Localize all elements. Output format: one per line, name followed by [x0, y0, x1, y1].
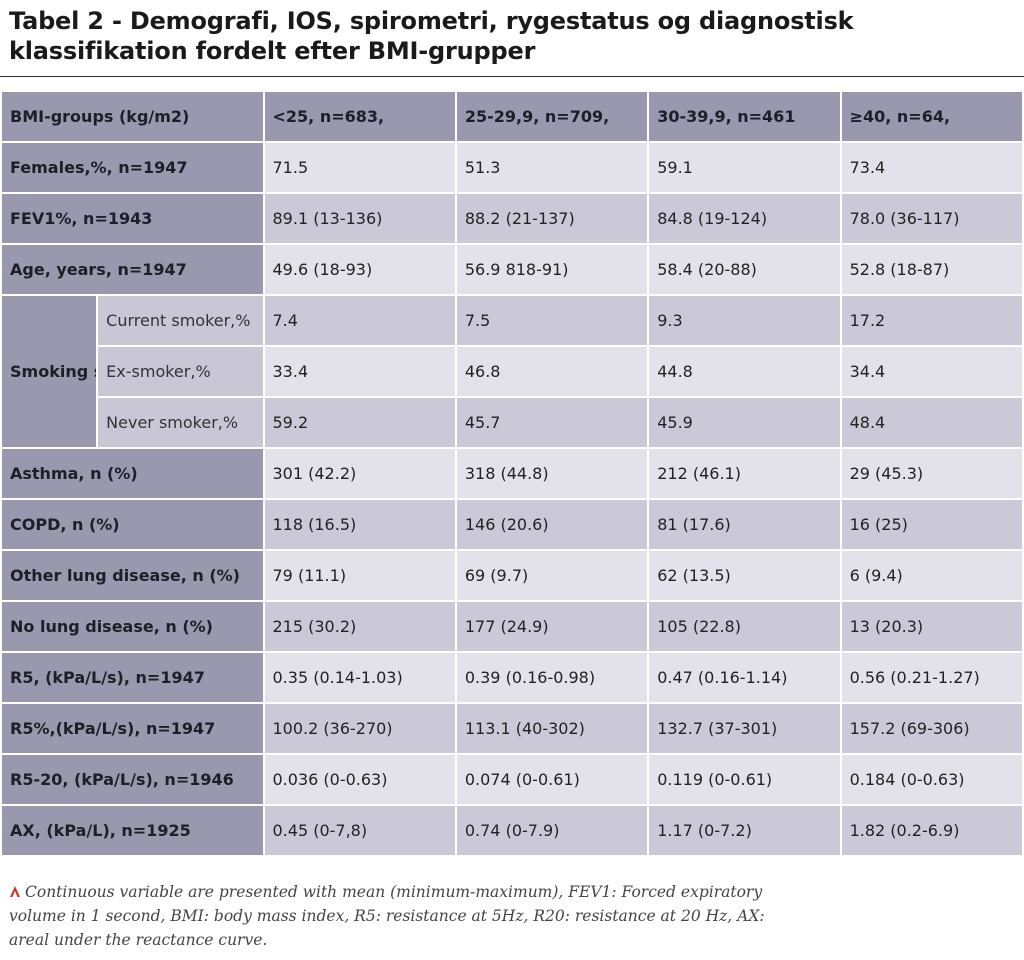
- value-cell: 52.8 (18-87): [841, 245, 1022, 294]
- value-cell: 0.35 (0.14-1.03): [264, 653, 455, 702]
- value-cell: 118 (16.5): [264, 500, 455, 549]
- table-row: Age, years, n=1947 49.6 (18-93) 56.9 818-9…: [2, 245, 1022, 294]
- value-cell: 301 (42.2): [264, 449, 455, 498]
- value-cell: 0.119 (0-0.61): [649, 755, 840, 804]
- value-cell: 16 (25): [841, 500, 1022, 549]
- title-divider: [0, 76, 1024, 77]
- value-cell: 17.2: [841, 296, 1022, 345]
- value-cell: 0.074 (0-0.61): [456, 755, 648, 804]
- value-cell: 318 (44.8): [456, 449, 648, 498]
- table-row: No lung disease, n (%) 215 (30.2) 177 (24.…: [2, 602, 1022, 651]
- footnote-text: Continuous variable are presented with m…: [9, 883, 765, 949]
- table-row: AX, (kPa/L), n=1925 0.45 (0-7,8) 0.74 (0-7…: [2, 806, 1022, 855]
- value-cell: 59.1: [649, 143, 840, 192]
- header-cell: 30-39,9, n=461: [649, 92, 840, 141]
- row-label: AX, (kPa/L), n=1925: [2, 806, 263, 855]
- header-cell: 25-29,9, n=709,: [456, 92, 648, 141]
- value-cell: 73.4: [841, 143, 1022, 192]
- table-row: COPD, n (%) 118 (16.5) 146 (20.6) 81 (17.6)…: [2, 500, 1022, 549]
- value-cell: 71.5: [264, 143, 455, 192]
- value-cell: 45.9: [649, 398, 840, 447]
- value-cell: 62 (13.5): [649, 551, 840, 600]
- value-cell: 6 (9.4): [841, 551, 1022, 600]
- value-cell: 88.2 (21-137): [456, 194, 648, 243]
- caret-up-icon: [10, 886, 20, 897]
- value-cell: 0.036 (0-0.63): [264, 755, 455, 804]
- value-cell: 0.47 (0.16-1.14): [649, 653, 840, 702]
- table-row: Asthma, n (%) 301 (42.2) 318 (44.8) 212 (46…: [2, 449, 1022, 498]
- table-row: R5-20, (kPa/L/s), n=1946 0.036 (0-0.63) 0.…: [2, 755, 1022, 804]
- row-label: R5%,(kPa/L/s), n=1947: [2, 704, 263, 753]
- bmi-table: BMI-groups (kg/m2) <25, n=683, 25-29,9, n=…: [0, 90, 1024, 857]
- row-label: Other lung disease, n (%): [2, 551, 263, 600]
- value-cell: 0.56 (0.21-1.27): [841, 653, 1022, 702]
- sub-row-label: Ex-smoker,%: [98, 347, 263, 396]
- value-cell: 0.74 (0-7.9): [456, 806, 648, 855]
- row-label: R5-20, (kPa/L/s), n=1946: [2, 755, 263, 804]
- value-cell: 177 (24.9): [456, 602, 648, 651]
- row-label: R5, (kPa/L/s), n=1947: [2, 653, 263, 702]
- row-label: FEV1%, n=1943: [2, 194, 263, 243]
- table-row: Females,%, n=1947 71.5 51.3 59.1 73.4: [2, 143, 1022, 192]
- value-cell: 81 (17.6): [649, 500, 840, 549]
- value-cell: 146 (20.6): [456, 500, 648, 549]
- value-cell: 69 (9.7): [456, 551, 648, 600]
- table-row: Ex-smoker,% 33.4 46.8 44.8 34.4: [2, 347, 1022, 396]
- value-cell: 58.4 (20-88): [649, 245, 840, 294]
- value-cell: 59.2: [264, 398, 455, 447]
- value-cell: 49.6 (18-93): [264, 245, 455, 294]
- value-cell: 34.4: [841, 347, 1022, 396]
- value-cell: 29 (45.3): [841, 449, 1022, 498]
- value-cell: 0.184 (0-0.63): [841, 755, 1022, 804]
- value-cell: 113.1 (40-302): [456, 704, 648, 753]
- value-cell: 48.4: [841, 398, 1022, 447]
- value-cell: 7.4: [264, 296, 455, 345]
- value-cell: 33.4: [264, 347, 455, 396]
- table-row: Other lung disease, n (%) 79 (11.1) 69 (9.…: [2, 551, 1022, 600]
- sub-row-label: Never smoker,%: [98, 398, 263, 447]
- value-cell: 9.3: [649, 296, 840, 345]
- value-cell: 46.8: [456, 347, 648, 396]
- row-label: Females,%, n=1947: [2, 143, 263, 192]
- footnote: Continuous variable are presented with m…: [9, 880, 789, 952]
- row-label: No lung disease, n (%): [2, 602, 263, 651]
- row-label: COPD, n (%): [2, 500, 263, 549]
- row-label: Age, years, n=1947: [2, 245, 263, 294]
- table-row: R5%,(kPa/L/s), n=1947 100.2 (36-270) 113.1…: [2, 704, 1022, 753]
- value-cell: 56.9 818-91): [456, 245, 648, 294]
- value-cell: 1.17 (0-7.2): [649, 806, 840, 855]
- value-cell: 157.2 (69-306): [841, 704, 1022, 753]
- header-row: BMI-groups (kg/m2) <25, n=683, 25-29,9, n=…: [2, 92, 1022, 141]
- value-cell: 1.82 (0.2-6.9): [841, 806, 1022, 855]
- value-cell: 215 (30.2): [264, 602, 455, 651]
- value-cell: 45.7: [456, 398, 648, 447]
- header-cell: BMI-groups (kg/m2): [2, 92, 263, 141]
- table-row: R5, (kPa/L/s), n=1947 0.35 (0.14-1.03) 0.3…: [2, 653, 1022, 702]
- value-cell: 100.2 (36-270): [264, 704, 455, 753]
- value-cell: 105 (22.8): [649, 602, 840, 651]
- value-cell: 78.0 (36-117): [841, 194, 1022, 243]
- smoking-status-label: Smoking status: [2, 296, 97, 447]
- value-cell: 132.7 (37-301): [649, 704, 840, 753]
- table-row: Never smoker,% 59.2 45.7 45.9 48.4: [2, 398, 1022, 447]
- row-label: Asthma, n (%): [2, 449, 263, 498]
- value-cell: 7.5: [456, 296, 648, 345]
- table-row: Smoking statusCurrent smoker,%7.47.59.31…: [2, 296, 1022, 447]
- value-cell: 89.1 (13-136): [264, 194, 455, 243]
- value-cell: 0.39 (0.16-0.98): [456, 653, 648, 702]
- value-cell: 44.8: [649, 347, 840, 396]
- value-cell: 0.45 (0-7,8): [264, 806, 455, 855]
- value-cell: 13 (20.3): [841, 602, 1022, 651]
- header-cell: <25, n=683,: [264, 92, 455, 141]
- value-cell: 212 (46.1): [649, 449, 840, 498]
- header-cell: ≥40, n=64,: [841, 92, 1022, 141]
- table-row: FEV1%, n=1943 89.1 (13-136) 88.2 (21-137) 8…: [2, 194, 1022, 243]
- value-cell: 79 (11.1): [264, 551, 455, 600]
- table-title: Tabel 2 - Demografi, IOS, spirometri, ry…: [9, 7, 854, 65]
- sub-row-label: Current smoker,%: [98, 296, 263, 345]
- value-cell: 84.8 (19-124): [649, 194, 840, 243]
- value-cell: 51.3: [456, 143, 648, 192]
